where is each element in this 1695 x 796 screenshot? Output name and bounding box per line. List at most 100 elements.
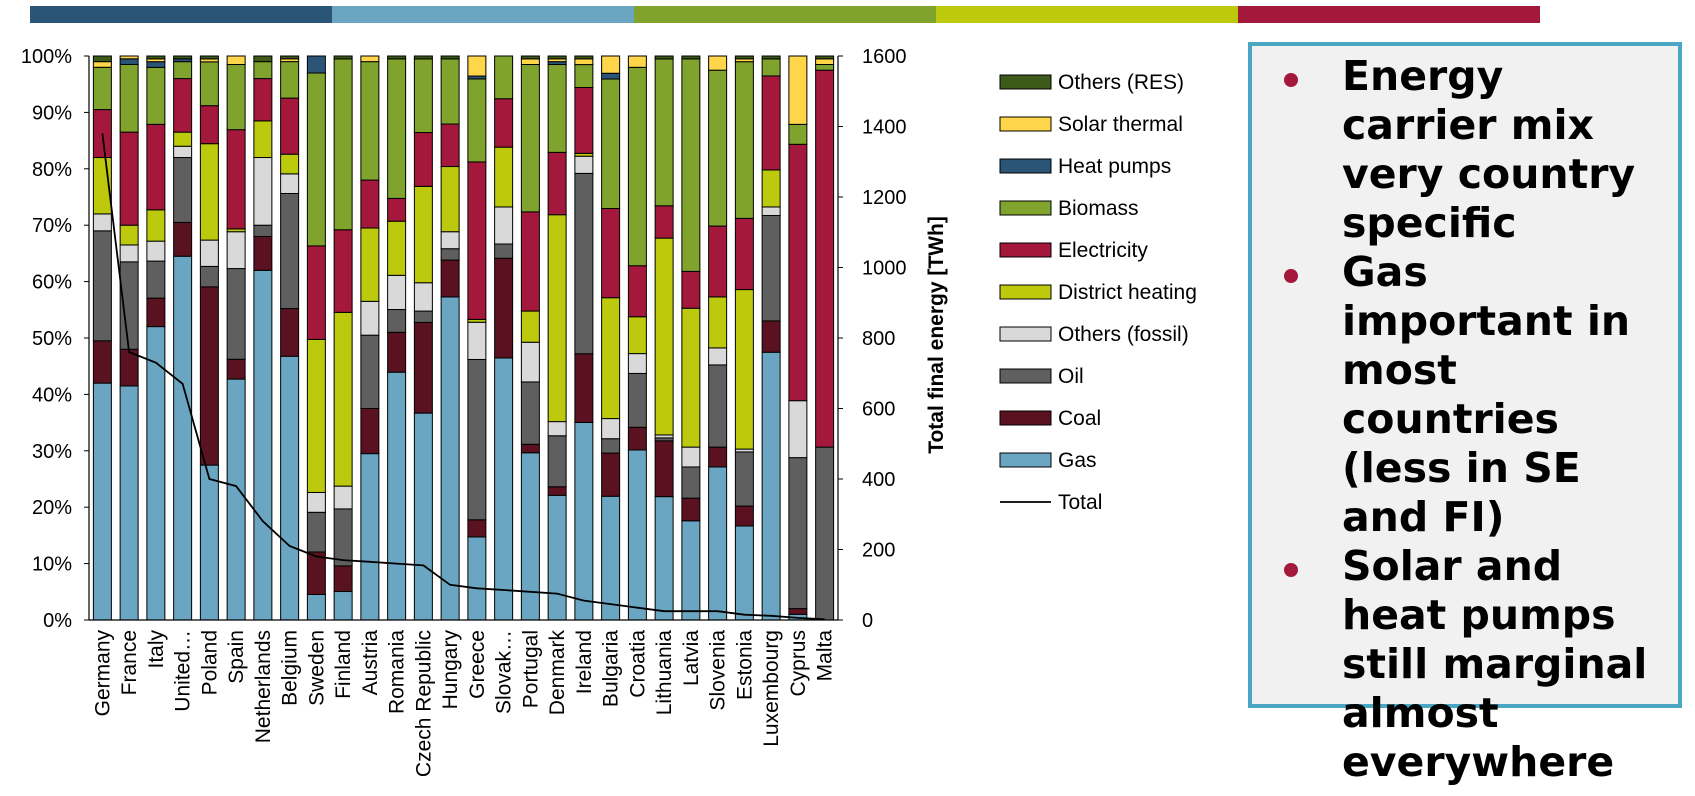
bar-segment-solar-thermal (360, 55, 380, 63)
bar-segment-gas (92, 382, 112, 621)
stacked-bars (92, 55, 835, 621)
bar-segment-district-heating (520, 310, 540, 343)
bullet-dot-icon (1284, 563, 1298, 577)
bar-segment-biomass (333, 58, 353, 231)
legend-swatch-heat-pumps (999, 158, 1052, 174)
bar-segment-oil (280, 192, 300, 310)
left-tick-label: 50% (32, 328, 72, 350)
bullet-text: Energy carrier mix very country specific (1342, 52, 1636, 247)
bar-segment-oil (413, 310, 433, 323)
bar-segment-district-heating (146, 209, 166, 242)
left-tick-label: 20% (32, 497, 72, 519)
bar-segment-district-heating (681, 307, 701, 448)
bar-segment-solar-thermal (574, 58, 594, 66)
bar-segment-biomass (627, 66, 647, 267)
bar-segment-electricity (681, 270, 701, 309)
bar-segment-district-heating (387, 220, 407, 276)
right-tick-label: 200 (862, 540, 895, 562)
bar-segment-biomass (761, 58, 781, 77)
bar-segment-gas (520, 452, 540, 621)
bar-segment-oil (173, 157, 193, 223)
left-tick-label: 80% (32, 159, 72, 181)
bar-segment-gas (226, 378, 246, 621)
bar-segment-heat-pumps (601, 72, 621, 80)
bar-segment-others-fossil- (761, 206, 781, 217)
bar-segment-heat-pumps (119, 58, 139, 65)
x-tick-label: Poland (198, 630, 221, 695)
bar-segment-solar-thermal (520, 58, 540, 66)
legend-swatch-gas (999, 452, 1052, 468)
bar-segment-district-heating (360, 227, 380, 302)
bar-segment-heat-pumps (306, 55, 326, 74)
bar-segment-electricity (280, 97, 300, 155)
right-tick-label: 400 (862, 469, 895, 491)
bar-segment-district-heating (734, 289, 754, 450)
bar-segment-coal (601, 452, 621, 497)
bar-segment-gas (708, 466, 728, 621)
bar-segment-biomass (601, 78, 621, 210)
bar-segment-gas (494, 357, 514, 621)
x-tick-label: Greece (466, 630, 489, 699)
bar-segment-electricity (601, 208, 621, 299)
bar-segment-electricity (654, 205, 674, 239)
x-tick-label: Denmark (546, 630, 569, 716)
x-tick-label: Netherlands (252, 630, 275, 743)
energy-mix-chart: Germany France Italy United… Poland Spain Neth… (21, 46, 1197, 777)
bar-segment-oil (547, 435, 567, 488)
bar-segment-electricity (360, 179, 380, 229)
bar-segment-oil (199, 265, 219, 288)
bar-segment-coal (734, 505, 754, 527)
bar-segment-biomass (280, 61, 300, 99)
bar-segment-others-fossil- (788, 400, 808, 459)
bar-segment-gas (119, 385, 139, 621)
bar-segment-biomass (654, 58, 674, 207)
x-tick-label: Czech Republic (412, 630, 435, 777)
bullet-text: Gas important in most countries (less in… (1342, 248, 1631, 541)
right-tick-label: 1000 (862, 258, 907, 280)
legend-label: Others (fossil) (1058, 323, 1189, 346)
bar-segment-electricity (146, 123, 166, 211)
bar-segment-district-heating (280, 153, 300, 175)
legend-swatch-solar-thermal (999, 116, 1052, 132)
bar-segment-others-res- (734, 55, 754, 60)
chart-axes: Germany France Italy United… Poland Spain Neth… (21, 46, 907, 777)
bar-segment-solar-thermal (708, 55, 728, 71)
bar-segment-oil (788, 457, 808, 610)
bar-segment-others-fossil- (387, 274, 407, 311)
bar-segment-oil (520, 381, 540, 445)
bar-segment-gas (654, 496, 674, 621)
x-tick-label: Finland (332, 630, 355, 699)
legend-label: Others (RES) (1058, 71, 1184, 94)
bar-segment-others-fossil- (494, 206, 514, 245)
bar-segment-electricity (226, 129, 246, 230)
bar-segment-gas (734, 525, 754, 621)
left-tick-label: 100% (21, 46, 72, 68)
bar-segment-biomass (253, 61, 273, 80)
bar-segment-biomass (440, 58, 460, 125)
bar-segment-biomass (92, 66, 112, 111)
bar-segment-biomass (387, 58, 407, 199)
bar-segment-coal (413, 321, 433, 414)
x-tick-label: Sweden (305, 630, 328, 706)
x-tick-label: United… (172, 630, 195, 712)
x-tick-label: Portugal (519, 630, 542, 708)
bar-segment-biomass (681, 58, 701, 272)
left-tick-label: 10% (32, 554, 72, 576)
bar-segment-district-heating (333, 311, 353, 487)
chart-legend: Others (RES) Solar thermal Heat pumps Bioma… (999, 71, 1197, 514)
x-tick-label: France (118, 630, 141, 695)
left-tick-label: 70% (32, 215, 72, 237)
bar-segment-coal (92, 340, 112, 384)
left-tick-label: 60% (32, 272, 72, 294)
bar-segment-heat-pumps (146, 61, 166, 68)
bar-segment-gas (387, 371, 407, 621)
legend-swatch-biomass (999, 200, 1052, 216)
right-tick-label: 1600 (862, 46, 907, 68)
bar-segment-solar-thermal (92, 61, 112, 68)
bar-segment-electricity (306, 245, 326, 340)
bar-segment-gas (574, 421, 594, 621)
x-tick-label: Luxembourg (760, 630, 783, 747)
bar-segment-others-fossil- (306, 491, 326, 513)
bar-segment-coal (520, 443, 540, 454)
bar-segment-oil (253, 224, 273, 237)
